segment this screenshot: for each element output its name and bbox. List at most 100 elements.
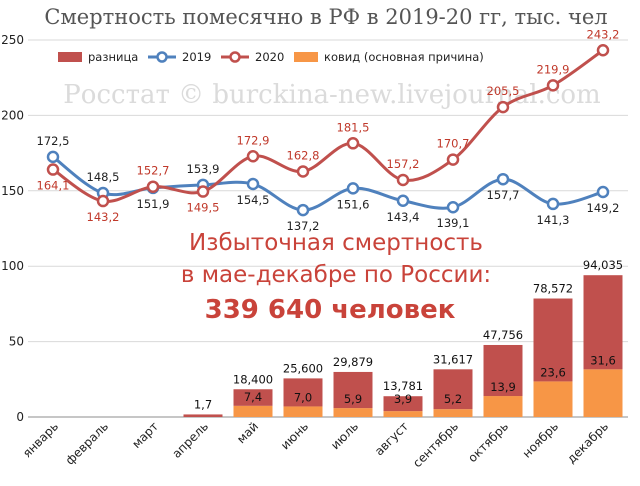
bar-covid: [483, 396, 523, 417]
bar-covid-label: 3,9: [394, 392, 412, 406]
series-2019-label: 139,1: [437, 216, 470, 230]
series-2020-line: [52, 49, 604, 203]
y-axis: 0 50 100 150 200 250: [1, 33, 24, 424]
series-2020-point: [96, 194, 110, 208]
bar-diff-label: 94,035: [583, 258, 623, 272]
series-2019-label: 149,2: [587, 201, 620, 215]
series-2020-label: 219,9: [537, 62, 570, 76]
series-2019-label: 137,2: [287, 219, 320, 233]
bar-covid: [583, 369, 623, 417]
series-2020-point: [346, 137, 360, 150]
series-2020-label: 205,5: [487, 84, 520, 98]
y-tick-label: 150: [1, 184, 24, 198]
x-tick-label: сентябрь: [410, 419, 461, 470]
x-tick-label: июль: [328, 419, 361, 452]
series-2019-label: 148,5: [87, 170, 120, 184]
grid: [28, 39, 628, 418]
x-tick-label: декабрь: [564, 419, 611, 466]
series-2019-label: 141,3: [537, 213, 570, 227]
bar-diff-label: 18,400: [233, 372, 273, 386]
bar-diff: [283, 378, 323, 407]
series-2020-label: 143,2: [87, 210, 120, 224]
series-2019-label: 153,9: [187, 162, 220, 176]
series-2020-point: [496, 100, 510, 114]
x-tick-label: ноябрь: [520, 419, 561, 460]
y-tick-label: 50: [9, 335, 24, 349]
bar-covid-label: 13,9: [490, 380, 516, 394]
series-2019-point: [596, 185, 610, 199]
legend-diff-swatch: [58, 52, 82, 62]
series-2019-point: [446, 200, 460, 214]
bar-diff: [233, 389, 273, 406]
series-2020-label: 162,8: [287, 148, 320, 162]
watermark: Росстат © burckina-new.livejournal.com: [63, 80, 600, 110]
x-tick-label: август: [372, 419, 411, 458]
series-2020-label: 152,7: [137, 164, 170, 178]
bar-diff-label: 25,600: [283, 361, 323, 375]
x-tick-label: октябрь: [465, 419, 511, 465]
series-2019-point: [396, 194, 410, 208]
bar-diff-label: 78,572: [533, 282, 573, 296]
series-2020-label: 157,2: [387, 157, 420, 171]
legend-covid-swatch: [294, 52, 318, 62]
series-2019-point: [296, 203, 310, 217]
bar-covid-label: 5,2: [444, 392, 462, 406]
bar-covid: [533, 381, 573, 417]
series-2019-point: [46, 150, 60, 164]
series-2020-point: [446, 153, 460, 166]
bar-covid-label: 23,6: [540, 365, 566, 379]
series-2019-label: 151,6: [337, 197, 370, 211]
legend-2020-label: 2020: [255, 50, 284, 64]
x-tick-label: март: [129, 419, 161, 451]
bar-covid-label: 7,0: [294, 390, 312, 404]
bar-diff: [533, 298, 573, 382]
series-2019-point: [546, 197, 560, 211]
y-tick-label: 100: [1, 259, 24, 273]
bars: [183, 275, 623, 417]
series-2020-point: [146, 180, 160, 193]
bar-diff: [383, 396, 423, 412]
lines: [46, 44, 610, 217]
x-tick-label: январь: [20, 419, 61, 460]
series-2020-label: 164,1: [37, 179, 70, 193]
x-tick-label: апрель: [169, 419, 211, 461]
chart-title: Смертность помесячно в РФ в 2019-20 гг, …: [44, 5, 607, 29]
series-2019-label: 172,5: [37, 134, 70, 148]
y-tick-label: 200: [1, 108, 24, 122]
legend-diff-label: разница: [88, 50, 138, 64]
y-tick-label: 250: [1, 33, 24, 47]
legend-covid-label: ковид (основная причина): [324, 50, 484, 64]
bar-diff: [483, 344, 523, 397]
bar-diff-label: 47,756: [483, 328, 523, 342]
series-2019-line: [52, 155, 604, 212]
series-2019-point: [346, 182, 360, 195]
y-tick-label: 0: [16, 410, 24, 424]
bar-diff-label: 31,617: [433, 352, 473, 366]
series-2019-label: 143,4: [387, 210, 420, 224]
legend: разница 2019 2020 ковид (основная причин…: [58, 50, 484, 64]
series-2020-label: 149,5: [187, 201, 220, 215]
bar-covid-label: 31,6: [590, 353, 616, 367]
series-2020-label: 170,7: [437, 137, 470, 151]
annotation-line-1: Избыточная смертность: [189, 230, 483, 256]
bar-diff: [433, 369, 473, 410]
bar-diff: [333, 371, 373, 409]
series-2019-label: 157,7: [487, 188, 520, 202]
bar-covid: [233, 405, 273, 417]
series-2019-point: [246, 177, 260, 191]
series-2020-point: [546, 79, 560, 92]
series-2020-point: [396, 173, 410, 187]
bar-diff-label: 13,781: [383, 379, 423, 393]
x-axis: январь февраль март апрель май июнь июль август…: [20, 419, 611, 470]
bar-covid: [283, 406, 323, 417]
bar-covid-label: 5,9: [344, 392, 362, 406]
legend-2019-marker: [156, 51, 168, 63]
x-tick-label: июнь: [278, 419, 311, 452]
bar-diff-label: 29,879: [333, 355, 373, 369]
bar-covid: [433, 409, 473, 417]
series-2019-label: 154,5: [237, 193, 270, 207]
bar-diff-label: 1,7: [194, 397, 212, 411]
bar-covid: [333, 408, 373, 417]
series-2019-point: [496, 172, 510, 186]
